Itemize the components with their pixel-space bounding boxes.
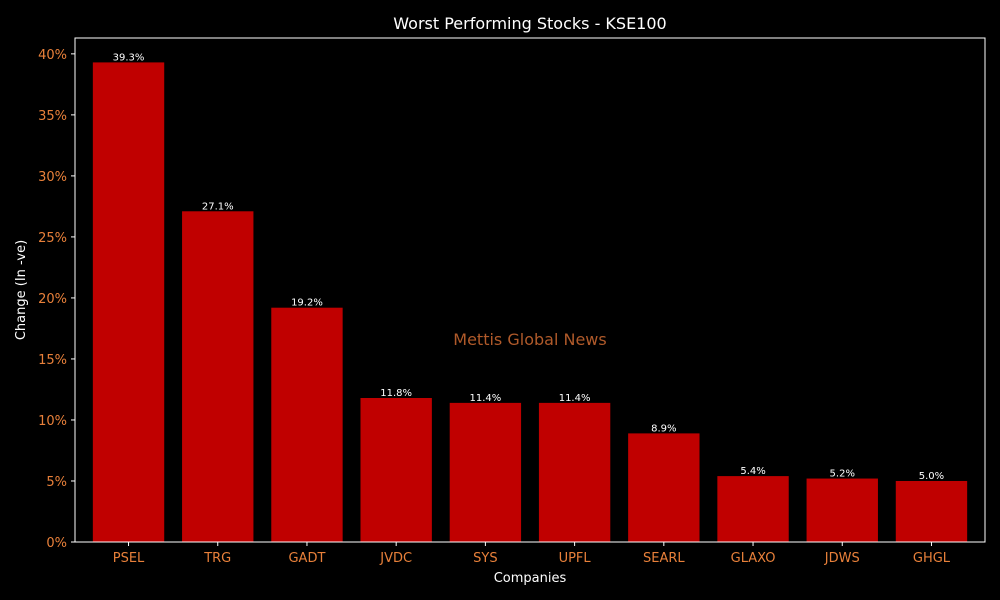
x-tick-label: JVDC [379, 551, 412, 566]
x-tick-label: SEARL [643, 551, 685, 566]
x-tick-label: JDWS [824, 551, 860, 566]
x-tick-label: GLAXO [731, 551, 776, 566]
x-tick-label: UPFL [559, 551, 592, 566]
watermark: Mettis Global News [453, 330, 606, 349]
y-tick-label: 20% [38, 292, 67, 307]
y-tick-label: 10% [38, 414, 67, 429]
bar-glaxo [717, 476, 789, 542]
chart-title: Worst Performing Stocks - KSE100 [393, 14, 666, 33]
data-labels: 39.3% 27.1% 19.2% 11.8% 11.4% 11.4% 8.9% 5.4% 5.… [113, 52, 945, 482]
bar-gadt [271, 307, 343, 542]
data-label: 19.2% [291, 298, 323, 309]
y-tick-label: 15% [38, 353, 67, 368]
x-tick-label: GADT [288, 551, 325, 566]
data-label: 8.9% [651, 423, 676, 434]
data-label: 5.0% [919, 471, 944, 482]
bar-sys [449, 402, 522, 542]
y-tick-label: 40% [38, 48, 67, 63]
bar-jvdc [360, 398, 432, 542]
x-axis-label: Companies [494, 571, 567, 586]
data-label: 11.4% [470, 393, 502, 404]
x-tick-label: PSEL [113, 551, 145, 566]
y-tick-label: 25% [38, 231, 67, 246]
x-tick-label: GHGL [913, 551, 951, 566]
data-label: 27.1% [202, 201, 234, 212]
plot-frame [74, 37, 986, 543]
bar-searl [628, 433, 700, 542]
y-tick-label: 35% [38, 109, 67, 124]
bar-ghgl [895, 480, 968, 542]
x-tick-label: TRG [203, 551, 231, 566]
y-ticks: 0% 5% 10% 15% 20% 25% 30% 35% 40% [38, 48, 75, 551]
bar-upfl [538, 402, 611, 542]
bar-trg [182, 211, 254, 542]
y-axis-label: Change (In -ve) [14, 240, 29, 340]
data-label: 5.4% [740, 466, 765, 477]
data-label: 39.3% [113, 52, 145, 63]
y-tick-label: 5% [46, 475, 67, 490]
bars [92, 62, 968, 543]
x-tick-label: SYS [473, 551, 497, 566]
y-tick-label: 0% [46, 536, 67, 551]
bar-jdws [806, 478, 878, 542]
data-label: 11.4% [559, 393, 591, 404]
data-label: 11.8% [380, 388, 412, 399]
bar-psel [92, 62, 165, 543]
x-ticks: PSEL TRG GADT JVDC SYS UPFL SEARL GLAXO JDWS GHGL [113, 542, 951, 566]
y-tick-label: 30% [38, 170, 67, 185]
data-label: 5.2% [830, 469, 855, 480]
